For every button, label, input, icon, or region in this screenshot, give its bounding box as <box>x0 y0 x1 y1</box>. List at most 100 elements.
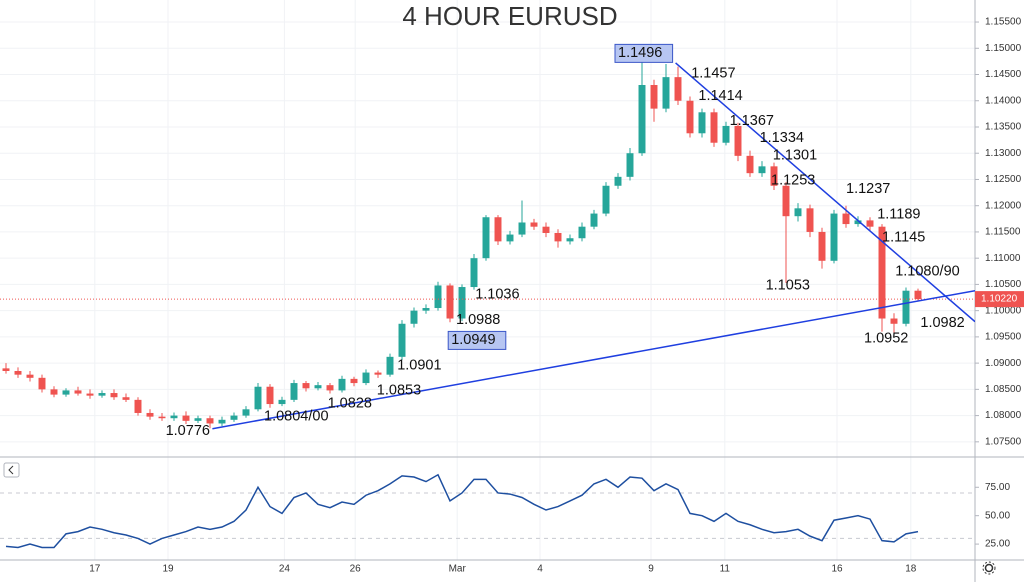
candle-body <box>74 390 82 394</box>
candle-body <box>446 285 454 319</box>
y-tick-label: 1.13000 <box>985 148 1022 159</box>
candle-body <box>734 125 742 156</box>
candle-body <box>722 125 730 143</box>
annotation: 1.0982 <box>920 315 964 331</box>
collapse-icon <box>8 465 14 475</box>
candle-body <box>230 415 238 420</box>
annotation-box <box>447 330 507 350</box>
candle-body <box>578 226 586 239</box>
x-tick-label: 26 <box>350 564 362 575</box>
annotation: 1.1237 <box>846 181 890 197</box>
trendline <box>675 62 975 323</box>
annotation: 1.1253 <box>771 173 815 189</box>
candle-body <box>254 386 262 410</box>
candle-body <box>302 383 310 389</box>
y-tick-label: 1.14000 <box>985 95 1022 106</box>
candle-body <box>362 372 370 384</box>
candle-body <box>266 386 274 405</box>
x-tick-label: Mar <box>449 564 467 575</box>
y-tick-label: 1.13500 <box>985 122 1022 133</box>
annotation: 1.0776 <box>166 423 210 439</box>
annotation: 1.1036 <box>475 287 519 303</box>
collapse-button[interactable] <box>3 462 20 478</box>
annotation: 1.0901 <box>397 357 441 373</box>
y-tick-label: 1.15000 <box>985 43 1022 54</box>
x-tick-label: 4 <box>537 564 543 575</box>
annotation: 1.0853 <box>377 383 421 399</box>
annotation: 1.0804/00 <box>264 408 329 424</box>
x-tick-label: 17 <box>89 564 101 575</box>
x-tick-label: 18 <box>905 564 917 575</box>
candle-body <box>686 100 694 134</box>
candle-body <box>338 378 346 391</box>
candle-body <box>242 409 250 416</box>
candle-body <box>38 377 46 390</box>
candle-body <box>818 231 826 261</box>
candle-body <box>746 155 754 174</box>
candle-body <box>518 222 526 235</box>
rsi-tick-label: 25.00 <box>985 539 1010 550</box>
candle-body <box>26 374 34 378</box>
settings-button[interactable] <box>982 561 996 575</box>
y-tick-label: 1.07500 <box>985 436 1022 447</box>
candle-body <box>98 393 106 396</box>
candle-body <box>638 85 646 154</box>
y-tick-label: 1.10500 <box>985 279 1022 290</box>
candle-body <box>110 393 118 398</box>
candle-body <box>542 226 550 233</box>
candle-body <box>890 318 898 324</box>
candle-body <box>14 370 22 375</box>
candle-body <box>590 213 598 227</box>
candle-body <box>758 166 766 174</box>
candle-body <box>878 226 886 319</box>
candle-body <box>434 285 442 309</box>
last-price-label: 1.10220 <box>981 294 1018 305</box>
candle-body <box>278 399 286 405</box>
y-tick-label: 1.09500 <box>985 332 1022 343</box>
y-tick-label: 1.10000 <box>985 305 1022 316</box>
rsi-tick-label: 75.00 <box>985 482 1010 493</box>
y-tick-label: 1.09000 <box>985 358 1022 369</box>
candle-body <box>374 372 382 375</box>
candle-body <box>458 287 466 319</box>
annotation: 1.0828 <box>328 396 372 412</box>
candle-body <box>290 383 298 400</box>
annotation: 1.1301 <box>773 148 817 164</box>
candle-body <box>566 238 574 242</box>
candle-body <box>602 185 610 214</box>
annotation: 1.1414 <box>698 88 742 104</box>
annotation: 1.1496 <box>618 45 662 61</box>
candle-body <box>218 419 226 424</box>
chart-title: 4 HOUR EURUSD <box>402 1 617 31</box>
candle-body <box>398 323 406 357</box>
candle-body <box>794 208 802 217</box>
candle-body <box>182 415 190 421</box>
candle-body <box>866 220 874 227</box>
candle-body <box>50 389 58 395</box>
candle-body <box>470 258 478 288</box>
y-tick-label: 1.14500 <box>985 69 1022 80</box>
y-tick-label: 1.12000 <box>985 200 1022 211</box>
candle-body <box>854 220 862 225</box>
x-tick-label: 11 <box>720 564 731 575</box>
candle-body <box>770 166 778 186</box>
candle-body <box>146 412 154 417</box>
annotation: 1.1053 <box>766 278 810 294</box>
candle-body <box>650 85 658 109</box>
x-tick-label: 19 <box>162 564 174 575</box>
y-tick-label: 1.15500 <box>985 17 1022 28</box>
candle-body <box>410 310 418 324</box>
x-tick-label: 9 <box>648 564 654 575</box>
candle-body <box>554 232 562 242</box>
candle-body <box>2 368 10 371</box>
annotation: 1.0952 <box>864 331 908 347</box>
candle-body <box>614 176 622 186</box>
y-tick-label: 1.08000 <box>985 410 1022 421</box>
candle-body <box>698 112 706 134</box>
candle-body <box>506 234 514 242</box>
rsi-tick-label: 50.00 <box>985 510 1010 521</box>
candle-body <box>710 112 718 143</box>
y-tick-label: 1.12500 <box>985 174 1022 185</box>
